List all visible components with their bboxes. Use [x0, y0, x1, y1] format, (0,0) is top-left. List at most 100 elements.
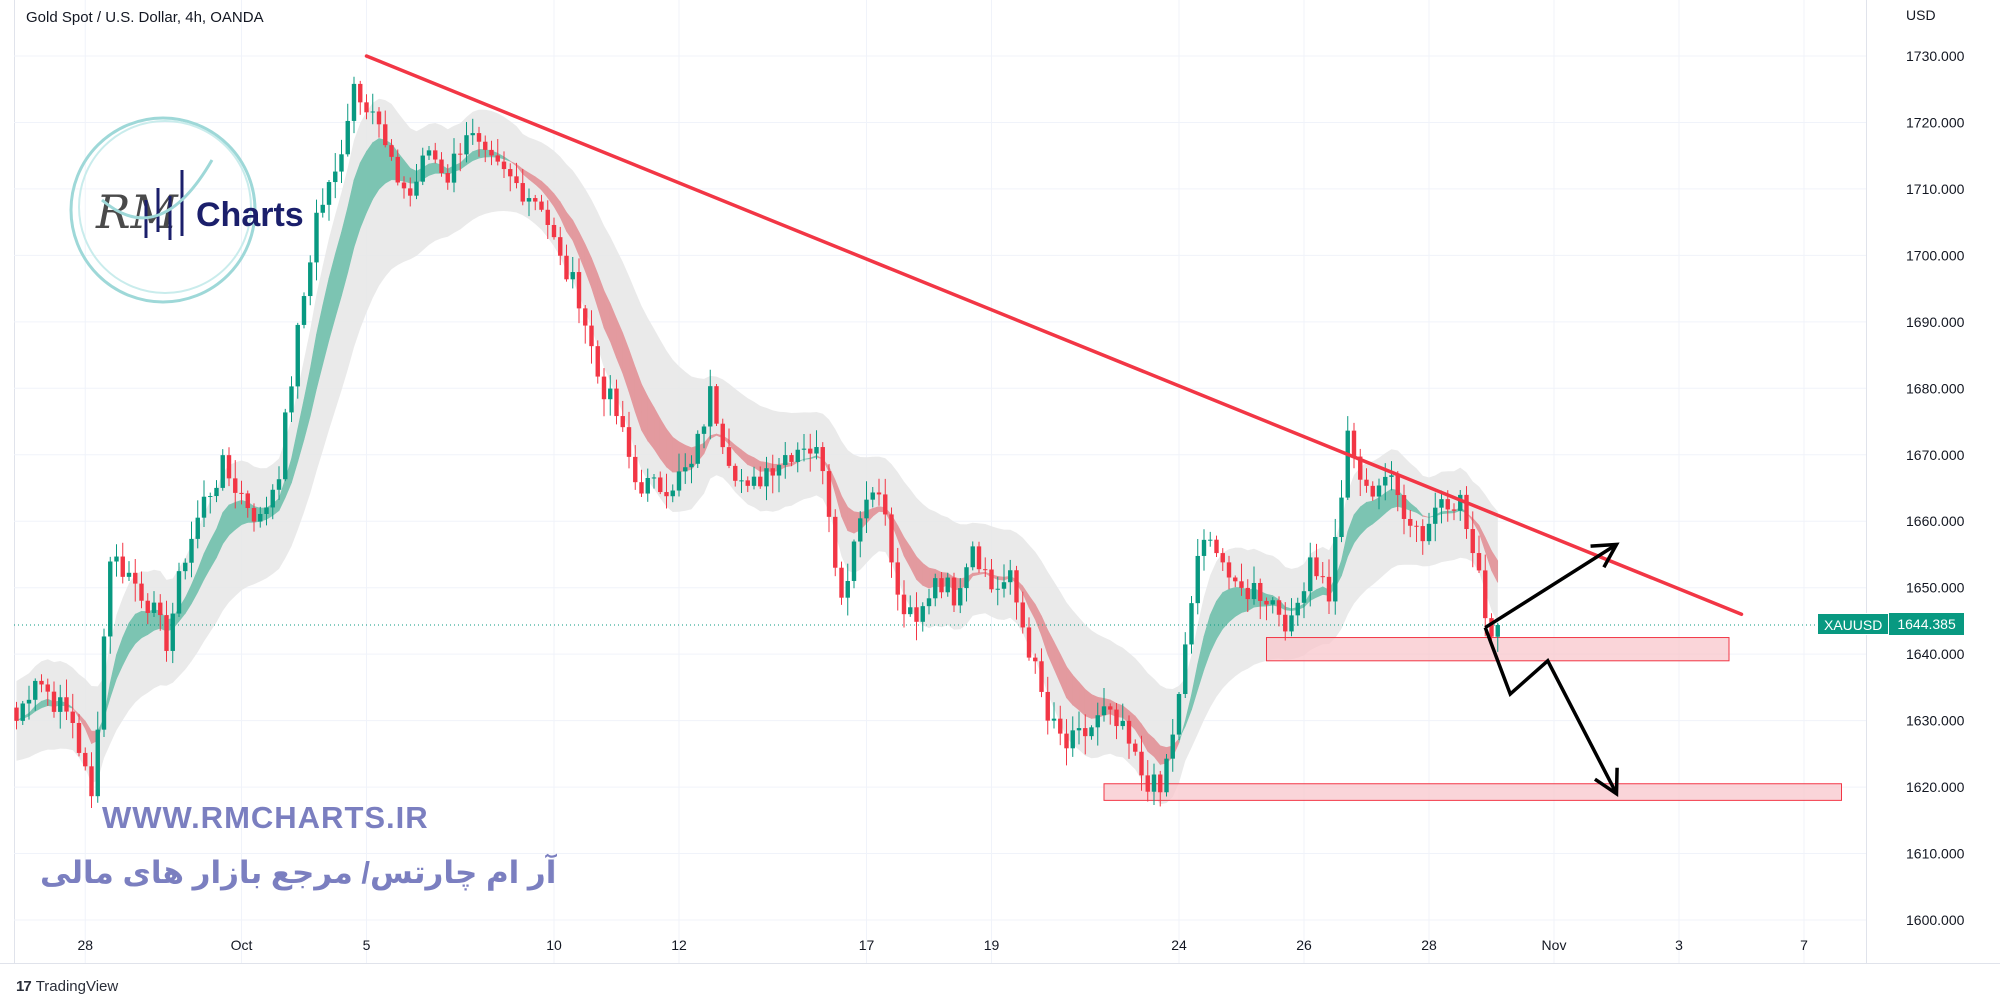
candle-body [539, 201, 544, 210]
candle [551, 217, 557, 240]
candle-body [664, 492, 669, 497]
candle [626, 411, 632, 469]
candle [501, 151, 507, 179]
candle [1001, 564, 1007, 598]
candle-body [176, 571, 182, 614]
candle-body [1133, 743, 1138, 752]
candle [633, 445, 638, 490]
candle [1051, 702, 1057, 729]
candle-body [1139, 751, 1144, 776]
candle [1270, 597, 1275, 614]
ribbon-segment [478, 149, 486, 159]
candle-body [1358, 456, 1363, 480]
candle-body [683, 467, 688, 472]
candle [195, 500, 200, 549]
candle-body [1108, 706, 1113, 710]
candle [864, 481, 869, 533]
candle [1139, 735, 1144, 791]
descending-trendline[interactable] [364, 54, 1744, 617]
last-price-tag: XAUUSD 1644.385 [1817, 613, 1964, 635]
candle-body [489, 149, 494, 156]
candle-body [801, 448, 807, 450]
candle-body [1451, 509, 1457, 511]
candle [439, 152, 444, 177]
candle [1258, 578, 1263, 620]
candle [964, 563, 969, 602]
candle [1414, 520, 1419, 543]
candle [545, 200, 550, 240]
candle-body [1164, 758, 1169, 793]
candle-body [414, 181, 419, 196]
time-tick-label: 28 [1421, 937, 1437, 953]
candles [14, 76, 1500, 808]
candle-body [233, 478, 238, 493]
candle-body [264, 507, 269, 514]
time-axis[interactable]: 28 Oct 5 10 12 17 19 24 26 28 Nov 3 7 [77, 937, 1808, 953]
price-tick-label: 1700.000 [1906, 247, 1965, 263]
candle [795, 442, 800, 473]
candle [1426, 512, 1432, 545]
candle-body [564, 255, 569, 280]
candle [320, 188, 325, 218]
candle-body [1195, 555, 1200, 604]
candle [226, 447, 232, 487]
candle-body [226, 455, 232, 479]
candle [214, 480, 219, 503]
candle-body [520, 183, 525, 202]
bullish-path[interactable] [1484, 543, 1618, 630]
candle-body [758, 476, 763, 487]
candle [901, 580, 907, 628]
tradingview-brand[interactable]: 17 TradingView [16, 978, 118, 995]
candle-body [1326, 576, 1332, 602]
candle-body [876, 492, 882, 495]
bearish-path[interactable] [1483, 626, 1619, 795]
candle-body [295, 324, 300, 387]
ribbon-segment [922, 562, 930, 589]
candle [701, 424, 707, 449]
ribbon-segment [1447, 510, 1455, 514]
candle [1351, 422, 1357, 469]
candle [1183, 632, 1188, 698]
candle [1164, 754, 1169, 797]
candle [764, 456, 769, 501]
candle [239, 480, 244, 505]
candle-body [1045, 691, 1050, 721]
candle-body [895, 562, 900, 595]
candle [108, 556, 113, 654]
candle [1264, 597, 1269, 621]
candle-body [995, 588, 1000, 590]
candle [889, 507, 894, 578]
lower-support-zone[interactable] [1103, 783, 1842, 801]
candle-body [1426, 523, 1432, 542]
candle-body [845, 580, 850, 598]
candle-body [1320, 576, 1325, 578]
candle [1083, 714, 1088, 755]
price-axis[interactable]: 1730.000 1720.000 1710.000 1700.000 1690.000… [1906, 48, 1965, 928]
candle [201, 480, 207, 528]
candle [1233, 575, 1238, 588]
ribbon-segment [1234, 587, 1242, 618]
time-tick-label: 12 [671, 937, 687, 953]
candle-body [1308, 557, 1313, 592]
candle [258, 506, 263, 528]
candle [220, 449, 225, 491]
candle [1376, 478, 1382, 510]
candle [1245, 579, 1250, 613]
symbol-title[interactable]: Gold Spot / U.S. Dollar, 4h, OANDA [26, 9, 264, 26]
candle-body [1383, 476, 1388, 486]
candle [989, 559, 994, 593]
candle-body [83, 752, 88, 767]
candle [251, 503, 257, 532]
candle [1226, 555, 1232, 590]
candle-body [595, 346, 600, 377]
candle-body [783, 455, 788, 466]
candle [1339, 480, 1344, 543]
candle [33, 678, 38, 711]
candle-body [495, 155, 500, 162]
candle [933, 573, 938, 607]
candle [1483, 554, 1488, 637]
candle [658, 471, 663, 495]
candle-body [339, 154, 344, 172]
